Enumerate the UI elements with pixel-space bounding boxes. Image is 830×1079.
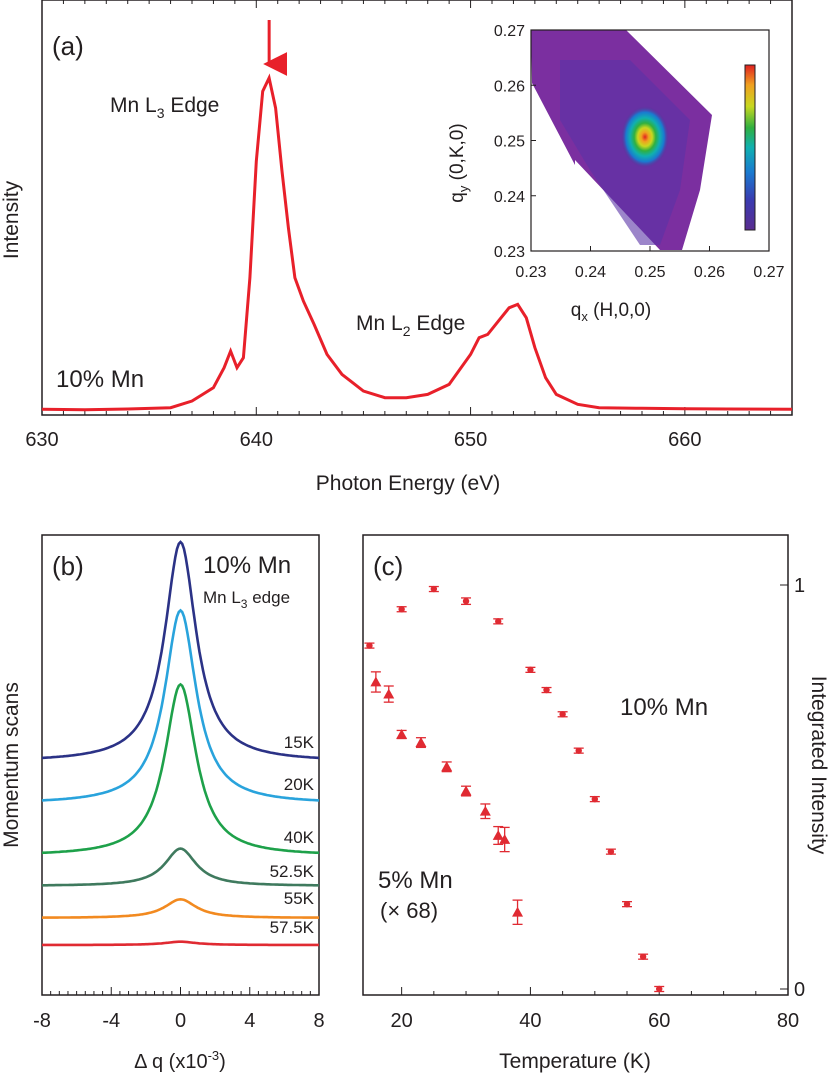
momentum-scan-57.5K [42,940,319,947]
panel-a-x-tick-label: 640 [240,429,273,451]
panel-c-x-tick-label: 20 [391,1010,413,1032]
scan-temperature-label: 55K [284,889,315,908]
panel-a-x-tick-label: 660 [668,429,701,451]
panel-b-x-tick-label: 4 [244,1010,255,1032]
data-point-10pct [462,597,470,605]
panel-a-x-axis-label: Photon Energy (eV) [316,472,500,495]
momentum-scan-55K [41,897,320,919]
data-point-10pct [656,985,663,993]
panel-a-spectrum-line [41,73,793,412]
inset-x-tick-label: 0.23 [515,264,546,281]
panel-a-frame [41,0,793,416]
panel-a-spectrum: 630 640 650 660 (a) Mn L3 Edge Mn L2 Edge 1… [0,0,793,495]
panel-c-label: (c) [373,551,403,581]
panel-c-y-tick-label: 1 [794,575,805,597]
data-point-10pct [398,606,405,613]
panel-a-x-tick-label: 630 [25,429,58,451]
data-point-10pct [559,711,566,718]
panel-c-points [364,585,665,993]
inset-y-tick-label: 0.26 [494,78,525,95]
momentum-scan-52.5K [42,847,319,887]
inset-y-tick-label: 0.25 [494,134,525,151]
data-point-5pct [479,805,491,816]
data-point-5pct [460,785,472,796]
inset-x-tick-label: 0.27 [753,264,784,281]
scan-temperature-label: 52.5K [270,862,315,881]
inset-y-tick-label: 0.27 [494,23,525,40]
data-point-10pct [607,848,615,855]
l3-edge-annotation: Mn L3 Edge [110,94,219,121]
panel-b-y-axis-label: Momentum scans [0,682,23,848]
panel-c-frame [362,534,789,996]
panel-a-ticks: 630 640 650 660 [25,0,793,451]
momentum-scan-20K [41,608,320,802]
data-point-10pct [430,585,438,593]
inset-peak-spot [621,106,669,168]
data-point-10pct [366,642,373,649]
l2-edge-annotation: Mn L2 Edge [356,312,465,339]
scan-temperature-label: 20K [284,775,315,794]
panel-c-x-tick-label: 80 [777,1010,799,1032]
panel-a-x-tick-label: 650 [454,429,487,451]
data-point-10pct [527,666,534,674]
data-point-5pct [499,834,511,844]
data-point-5pct [492,829,504,840]
panel-b-curves: 15K 20K 40K 52.5K 55K 57.5K [41,540,320,947]
inset-heatmap: 0.23 0.24 0.25 0.26 0.27 0.23 0.24 0.25 0.26 0.27… [447,23,785,324]
data-point-5pct [441,761,453,772]
momentum-scan-15K [41,540,320,760]
panel-b-momentum-scans: 15K 20K 40K 52.5K 55K 57.5K -8 -4 0 4 8 (b) 10% M… [0,534,325,1073]
data-point-5pct [396,728,408,739]
inset-y-tick-label: 0.24 [494,189,525,206]
panel-c-integrated-intensity: 20 40 60 80 0 1 (c) 10% Mn 5% Mn (× 68) Integ… [362,534,830,1073]
series-5pct-label: 5% Mn [378,867,453,894]
panel-b-x-tick-label: -8 [33,1010,51,1032]
data-point-10pct [575,747,582,754]
panel-b-ticks: -8 -4 0 4 8 [33,987,325,1032]
panel-c-x-axis-label: Temperature (K) [499,1050,651,1073]
panel-a-sample-label: 10% Mn [56,366,144,393]
data-point-5pct [370,676,382,687]
data-point-10pct [623,900,631,908]
data-point-10pct [543,686,550,694]
inset-colorbar [744,64,756,231]
panel-c-x-tick-label: 60 [648,1010,670,1032]
inset-y-axis-label: qy (0,K,0) [447,123,471,202]
inset-x-tick-label: 0.24 [575,264,606,281]
panel-b-x-tick-label: 8 [313,1010,324,1032]
panel-a-y-axis-label: Intensity [0,180,23,259]
panel-b-x-axis-label: Δ q (x10-3) [134,1048,226,1073]
data-point-5pct [512,906,524,917]
panel-b-label: (b) [52,551,84,581]
panel-c-ticks: 20 40 60 80 0 1 [391,575,806,1032]
scan-temperature-label: 40K [284,828,315,847]
data-point-10pct [639,953,647,960]
panel-b-subtitle: Mn L3 edge [203,588,290,611]
data-point-5pct [415,737,427,747]
inset-ticks: 0.23 0.24 0.25 0.26 0.27 0.23 0.24 0.25 0.26 0.27 [494,23,785,281]
series-5pct-scale: (× 68) [380,898,438,923]
inset-x-tick-label: 0.25 [634,264,665,281]
panel-c-y-axis-label: Integrated Intensity [807,676,830,855]
data-point-5pct [383,688,395,699]
series-10pct-label: 10% Mn [620,694,708,721]
panel-b-x-tick-label: 0 [175,1010,186,1032]
momentum-scan-40K [41,682,320,855]
inset-y-tick-label: 0.23 [494,244,525,261]
data-point-10pct [591,795,599,803]
panel-c-x-tick-label: 40 [519,1010,541,1032]
data-point-10pct [495,618,502,625]
scan-temperature-label: 57.5K [270,918,315,937]
inset-x-tick-label: 0.26 [694,264,725,281]
panel-a-label: (a) [52,31,84,61]
panel-c-y-tick-label: 0 [794,979,805,1001]
inset-x-axis-label: qx (H,0,0) [571,300,651,324]
scan-temperature-label: 15K [284,733,315,752]
panel-b-title: 10% Mn [203,552,291,579]
panel-b-x-tick-label: -4 [102,1010,120,1032]
